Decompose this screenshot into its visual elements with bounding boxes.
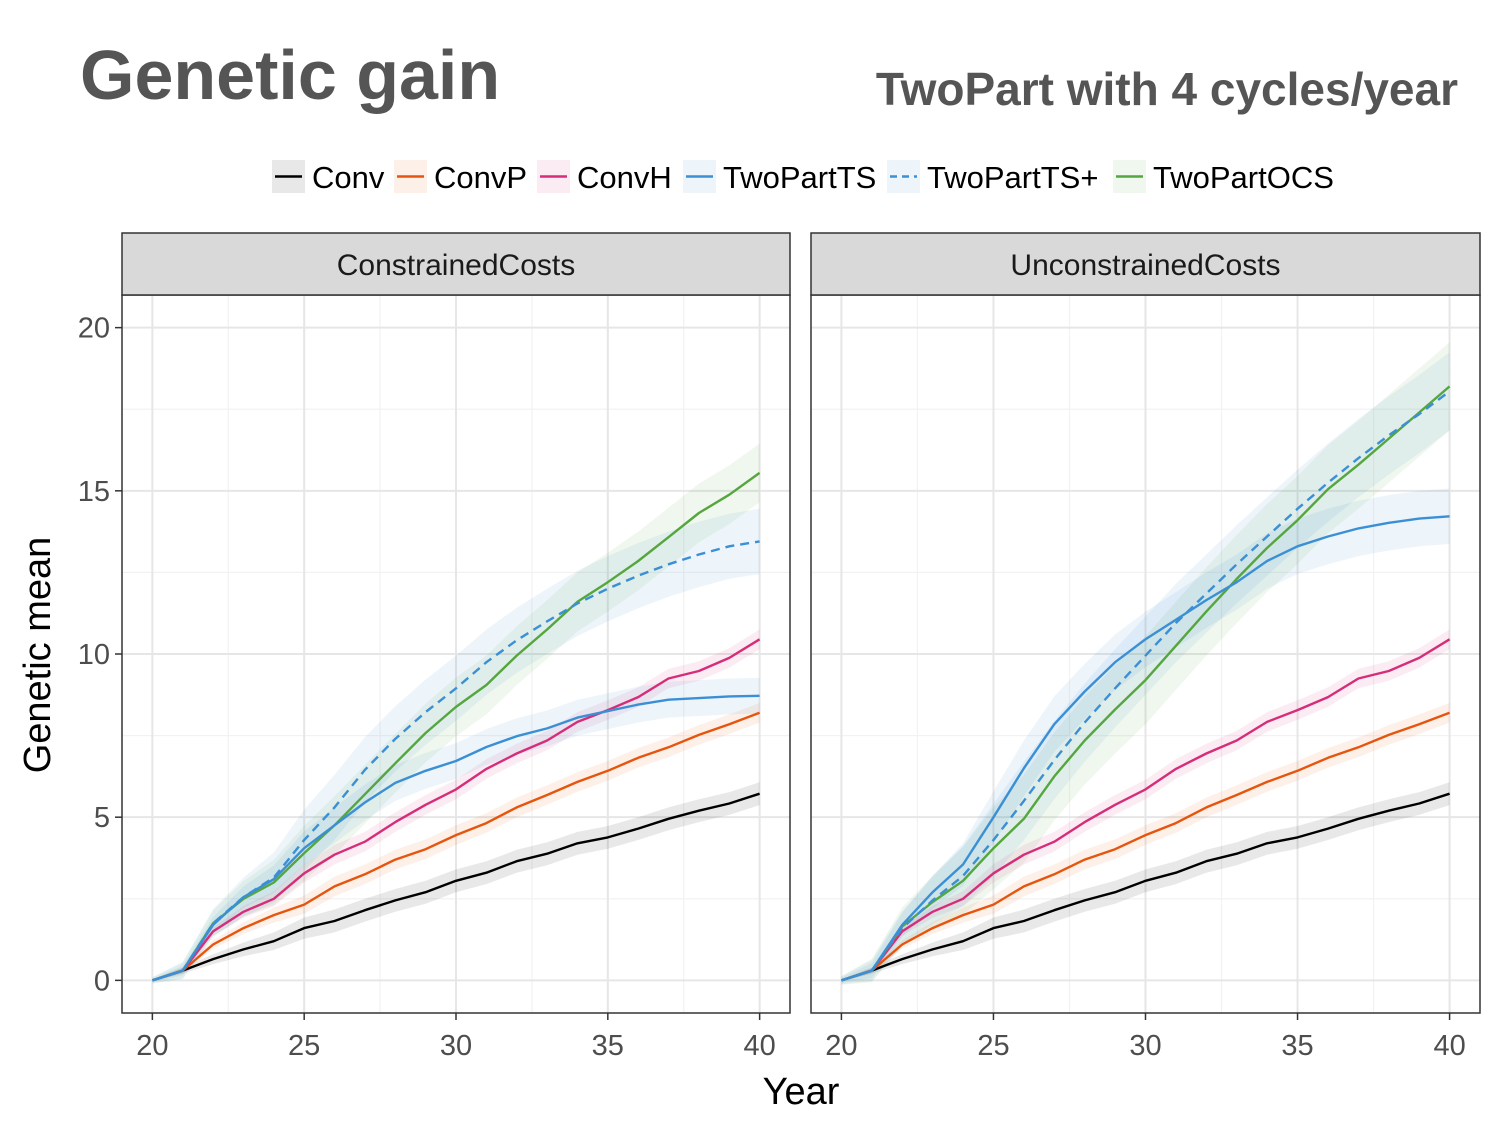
ribbon-convp	[152, 703, 760, 982]
slide-subtitle: TwoPart with 4 cycles/year	[875, 63, 1458, 115]
slide-title: Genetic gain	[80, 36, 501, 114]
facet-strip-label: ConstrainedCosts	[337, 249, 575, 282]
y-tick-label: 0	[94, 965, 110, 997]
facet-strip-label: UnconstrainedCosts	[1010, 249, 1280, 282]
series-line-conv	[841, 792, 1450, 982]
legend-label: ConvP	[434, 160, 527, 195]
legend-label: ConvH	[577, 160, 672, 195]
ribbon-convh	[841, 629, 1450, 982]
series-line-twopartts-plus	[841, 390, 1451, 982]
legend-item-convp: ConvP	[394, 160, 527, 195]
x-tick-label: 30	[1129, 1030, 1161, 1062]
series-line-convh	[841, 638, 1451, 982]
x-axis-title: Year	[763, 1071, 840, 1113]
legend-label: TwoPartTS	[723, 160, 876, 195]
ribbon-twopartts-plus	[152, 508, 760, 984]
series-line-convp	[841, 711, 1451, 982]
legend-label: Conv	[312, 160, 385, 195]
x-tick-label: 35	[592, 1030, 624, 1062]
y-tick-label: 15	[78, 476, 110, 508]
series-line-twopartts	[841, 515, 1450, 982]
ribbon-twopartts	[841, 488, 1450, 984]
series-line-twopartocs	[152, 471, 761, 982]
y-tick-label: 5	[94, 802, 110, 834]
legend-label: TwoPartTS+	[927, 160, 1098, 195]
y-tick-label: 10	[78, 639, 110, 671]
x-tick-label: 40	[744, 1030, 776, 1062]
panel-constrainedcosts: ConstrainedCosts 20 25 30 35 40 0 5 10 15 20	[78, 232, 791, 1062]
x-tick-label: 35	[1281, 1030, 1313, 1062]
x-tick-label: 25	[977, 1030, 1009, 1062]
legend-item-twopartts-plus: TwoPartTS+	[887, 160, 1098, 195]
series-line-twopartts	[152, 694, 760, 982]
legend-label: TwoPartOCS	[1153, 160, 1334, 195]
x-tick-label: 40	[1433, 1030, 1465, 1062]
series-line-conv	[152, 792, 760, 982]
x-tick-label: 30	[440, 1030, 472, 1062]
ribbon-convp	[841, 703, 1450, 982]
x-tick-label: 20	[136, 1030, 168, 1062]
facet-strip	[121, 232, 791, 296]
legend-item-convh: ConvH	[537, 160, 672, 195]
series-line-twopartocs	[841, 385, 1451, 982]
legend-item-twopartts: TwoPartTS	[683, 160, 876, 195]
y-tick-label: 20	[78, 313, 110, 345]
x-tick-label: 20	[825, 1030, 857, 1062]
legend: Conv ConvP ConvH TwoPartTS TwoPartTS+ TwoPart…	[272, 160, 1334, 195]
ribbon-twopartts	[152, 677, 760, 983]
ribbon-twopartocs	[841, 342, 1450, 985]
facet-strip	[810, 232, 1481, 296]
legend-item-twopartocs: TwoPartOCS	[1113, 160, 1334, 195]
panel-unconstrainedcosts: UnconstrainedCosts 20 25 30 35 40	[810, 232, 1481, 1062]
y-axis-title: Genetic mean	[17, 537, 59, 774]
ribbon-convh	[152, 629, 760, 982]
series-line-convh	[152, 638, 761, 982]
series-line-convp	[152, 711, 761, 982]
x-tick-label: 25	[288, 1030, 320, 1062]
legend-item-conv: Conv	[272, 160, 385, 195]
